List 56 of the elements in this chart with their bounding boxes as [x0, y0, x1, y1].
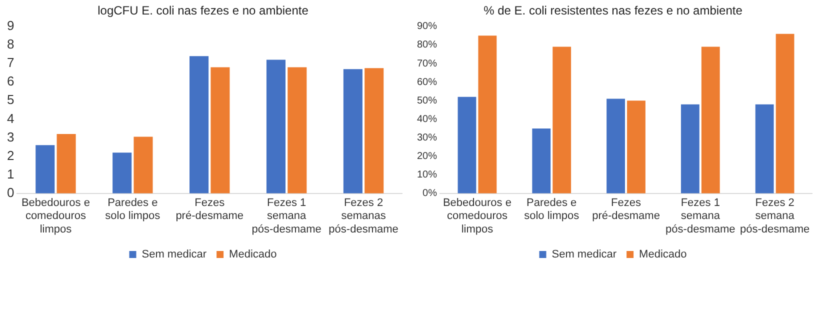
y-tick-label: 40% — [417, 114, 438, 125]
legend-label: Sem medicar — [552, 248, 617, 261]
bar — [364, 68, 384, 194]
y-tick-label: 0 — [6, 184, 14, 200]
y-tick-label: 50% — [417, 95, 438, 106]
bar — [343, 69, 362, 194]
bar — [532, 128, 551, 194]
bar — [606, 98, 625, 194]
x-tick-label: Fezes pré-desmame — [592, 197, 660, 222]
y-tick-label: 10% — [417, 170, 438, 181]
y-tick-label: 90% — [417, 21, 438, 32]
y-tick-label: 3 — [6, 129, 14, 144]
y-tick-label: 0% — [422, 188, 438, 200]
y-tick-label: 9 — [6, 18, 14, 33]
y-tick-label: 7 — [6, 55, 14, 70]
x-tick-label: Paredes e solo limpos — [524, 197, 580, 222]
y-tick-label: 5 — [6, 92, 14, 108]
y-tick-label: 6 — [6, 74, 14, 89]
legend-label: Sem medicar — [142, 248, 207, 261]
y-tick-label: 80% — [417, 40, 438, 51]
legend-label: Medicado — [639, 248, 687, 261]
bar — [776, 34, 794, 194]
bar — [627, 100, 646, 194]
x-tick-label: Bebedouros e comedouros limpos — [442, 197, 512, 236]
x-tick-label: Bebedouros e comedouros limpos — [21, 197, 90, 236]
y-tick-label: 60% — [417, 76, 438, 88]
x-tick-label: Fezes 2 semana pós-desmame — [740, 197, 810, 236]
x-tick-label: Fezes 1 semana pós-desmame — [666, 197, 736, 236]
chart-title: % de E. coli resistentes nas fezes e no ambiente — [484, 4, 743, 18]
y-tick-label: 8 — [6, 36, 14, 52]
bar — [552, 46, 572, 194]
bar — [112, 152, 132, 194]
bar — [190, 56, 209, 194]
bar — [56, 134, 76, 194]
legend-label: Medicado — [229, 248, 277, 261]
y-tick-label: 20% — [417, 151, 438, 162]
y-tick-label: 30% — [417, 132, 438, 144]
bar — [36, 145, 55, 194]
bar — [210, 67, 230, 194]
bar — [288, 67, 307, 194]
y-tick-label: 1 — [6, 166, 14, 182]
x-tick-label: Fezes pré-desmame — [176, 197, 244, 222]
bar — [266, 60, 286, 194]
bar — [478, 36, 497, 194]
bar — [680, 104, 700, 194]
bar — [458, 96, 476, 194]
y-tick-label: 2 — [6, 148, 14, 163]
chart-title: logCFU E. coli nas fezes e no ambiente — [98, 4, 309, 18]
bar — [701, 46, 720, 194]
x-tick-label: Fezes 1 semana pós-desmame — [252, 197, 322, 236]
bar — [755, 104, 774, 194]
x-tick-label: Fezes 2 semanas pós-desmame — [328, 197, 398, 236]
x-tick-label: Paredes e solo limpos — [105, 197, 161, 222]
y-tick-label: 4 — [6, 110, 14, 126]
y-tick-label: 70% — [417, 58, 438, 70]
bar — [134, 136, 153, 194]
